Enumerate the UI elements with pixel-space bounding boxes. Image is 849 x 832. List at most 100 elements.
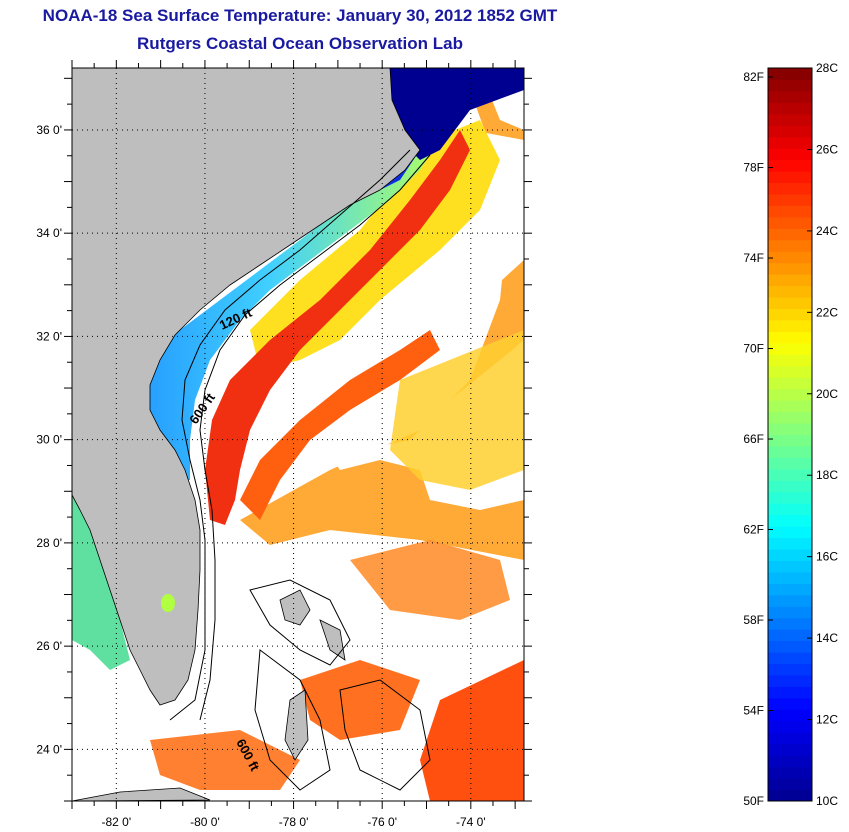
colorbar-band: [768, 526, 812, 539]
colorbar-band: [768, 606, 812, 619]
graticule: [72, 68, 524, 801]
colorbar-band: [768, 457, 812, 470]
gulf-coastal-water: [72, 490, 130, 670]
colorbar-band: [768, 617, 812, 630]
colorbar-band: [768, 445, 812, 458]
colorbar-ticks: 28C 26C 24C 22C 20C 18C 16C 14C 12C 10C 82F 78F 74F 7…: [743, 61, 838, 808]
colorbar-band: [768, 720, 812, 733]
colorbar-band: [768, 68, 812, 80]
colorbar-band: [768, 423, 812, 435]
fahrenheit-label: 62F: [743, 523, 764, 537]
map-subtitle: Rutgers Coastal Ocean Observation Lab: [137, 34, 463, 53]
celsius-label: 14C: [816, 631, 838, 645]
celsius-label: 20C: [816, 387, 838, 401]
contour-120ft: [169, 149, 411, 721]
contour-bahamas: [254, 649, 331, 791]
colorbar-band: [768, 663, 812, 676]
contour-bahamas: [339, 679, 431, 791]
colorbar-band: [768, 766, 812, 779]
colorbar-band: [768, 480, 812, 493]
colorbar-band: [768, 239, 812, 252]
colorbar-band: [768, 503, 812, 516]
colorbar-band: [768, 171, 812, 184]
map-frame: [71, 67, 525, 802]
colorbar-band: [768, 308, 812, 321]
colorbar-band: [768, 148, 812, 161]
colorbar-band: [768, 697, 812, 710]
lat-tick-label: 28 0': [36, 536, 62, 550]
colorbar-band: [768, 388, 812, 401]
fahrenheit-label: 70F: [743, 342, 764, 356]
celsius-label: 28C: [816, 61, 838, 75]
colorbar-band: [768, 228, 812, 241]
colorbar-band: [768, 319, 812, 332]
lat-tick-label: 32 0': [36, 329, 62, 343]
celsius-label: 24C: [816, 224, 838, 238]
colorbar-bands: [768, 68, 812, 802]
celsius-label: 22C: [816, 305, 838, 319]
lon-tick-label: -76 0': [367, 815, 397, 829]
lat-tick-label: 34 0': [36, 226, 62, 240]
colorbar-band: [768, 629, 812, 642]
moderate-water: [390, 330, 524, 490]
colorbar-band: [768, 90, 812, 103]
colorbar-band: [768, 732, 812, 745]
colorbar-band: [768, 537, 812, 550]
lon-tick-label: -74 0': [456, 815, 486, 829]
colorbar-band: [768, 675, 812, 687]
colorbar-band: [768, 182, 812, 195]
colorbar-band: [768, 354, 812, 367]
fahrenheit-label: 54F: [743, 704, 764, 718]
colorbar-band: [768, 102, 812, 115]
colorbar-band: [768, 571, 812, 584]
colorbar-band: [768, 514, 812, 527]
colorbar-band: [768, 400, 812, 413]
colorbar-band: [768, 468, 812, 481]
map-title: NOAA-18 Sea Surface Temperature: January…: [42, 6, 558, 25]
lon-tick-label: -78 0': [279, 815, 309, 829]
colorbar-band: [768, 434, 812, 447]
axis-ticks: 36 0' 34 0' 32 0' 30 0' 28 0' 26 0' 24 0' -82 0…: [36, 60, 532, 829]
contour-600ft: [199, 154, 431, 721]
lat-tick-label: 36 0': [36, 123, 62, 137]
colorbar-frame: [767, 67, 813, 802]
colorbar-band: [768, 159, 812, 172]
inland-lake: [161, 594, 175, 612]
gulf-stream-core: [240, 330, 440, 520]
land-mainland: [72, 68, 421, 706]
lat-tick-label: 26 0': [36, 639, 62, 653]
cold-shelf-water: [100, 130, 440, 480]
colorbar-band: [768, 216, 812, 229]
celsius-label: 18C: [816, 468, 838, 482]
colorbar-band: [768, 755, 812, 768]
fahrenheit-label: 58F: [743, 613, 764, 627]
colorbar-band: [768, 709, 812, 722]
fahrenheit-label: 50F: [743, 794, 764, 808]
colorbar-band: [768, 594, 812, 607]
celsius-label: 12C: [816, 713, 838, 727]
colorbar-band: [768, 297, 812, 310]
lon-tick-label: -80 0': [190, 815, 220, 829]
colorbar-band: [768, 377, 812, 390]
bahamas-island: [284, 689, 309, 761]
colorbar-band: [768, 113, 812, 126]
coldest-water: [380, 68, 524, 160]
colorbar-band: [768, 342, 812, 355]
colorbar-band: [768, 365, 812, 378]
colorbar-band: [768, 549, 812, 561]
fahrenheit-label: 82F: [743, 70, 764, 84]
colorbar-band: [768, 136, 812, 149]
colorbar-band: [768, 560, 812, 573]
cuba-coast: [72, 787, 211, 801]
colorbar-band: [768, 743, 812, 756]
lat-tick-label: 24 0': [36, 742, 62, 756]
colorbar-band: [768, 583, 812, 596]
celsius-label: 10C: [816, 794, 838, 808]
bahamas-island: [319, 619, 346, 661]
contour-bahamas: [249, 579, 351, 666]
colorbar-band: [768, 262, 812, 275]
southern-warm-patches: [300, 660, 420, 740]
southern-warm-water: [420, 660, 524, 801]
lon-tick-label: -82 0': [101, 815, 131, 829]
